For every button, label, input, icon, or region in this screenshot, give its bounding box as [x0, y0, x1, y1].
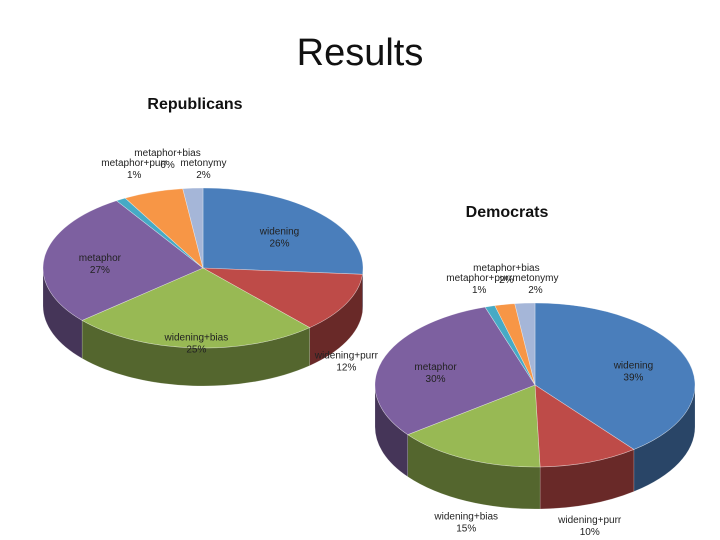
category-label: metaphor	[79, 253, 122, 264]
value-label: 1%	[472, 285, 487, 296]
data-label: widening 26%	[259, 226, 299, 249]
data-label: metaphor 30%	[414, 362, 457, 385]
category-label: widening	[259, 226, 299, 237]
category-label: metaphor+bias	[134, 148, 200, 159]
pie-slice	[534, 302, 696, 450]
data-label: widening+purr 10%	[557, 515, 622, 538]
data-label: metaphor+purr 1%	[446, 273, 513, 296]
data-label: widening 39%	[613, 360, 653, 383]
chart-title: Republicans	[147, 96, 242, 113]
category-label: widening+purr	[314, 350, 379, 361]
category-label: metaphor	[414, 362, 457, 373]
pie-slice	[534, 384, 635, 468]
data-label: widening+purr 12%	[314, 350, 379, 373]
data-label: metaphor+purr 1%	[101, 158, 168, 181]
slide-title: Results	[297, 32, 424, 74]
pie-slice	[514, 302, 536, 386]
category-label: widening+purr	[557, 515, 622, 526]
value-label: 6%	[160, 160, 175, 171]
category-label: metaphor+purr	[446, 273, 513, 284]
value-label: 2%	[196, 170, 211, 181]
data-label: widening+bias 15%	[433, 512, 498, 535]
value-label: 30%	[426, 374, 446, 385]
category-label: widening+bias	[164, 332, 229, 343]
pie-slice	[42, 200, 204, 321]
pie-slice	[182, 187, 204, 269]
value-label: 25%	[186, 344, 206, 355]
category-label: widening	[613, 360, 653, 371]
pie-slice	[81, 267, 311, 349]
value-label: 2%	[499, 275, 514, 286]
data-label: metaphor+bias 2%	[473, 263, 539, 286]
pie-slice	[202, 187, 364, 275]
value-label: 12%	[336, 362, 356, 373]
category-label: metonymy	[180, 158, 226, 169]
data-label: metonymy 2%	[180, 158, 226, 181]
value-label: 2%	[528, 285, 543, 296]
data-label: metaphor+bias 6%	[134, 148, 200, 171]
category-label: widening+bias	[433, 512, 498, 523]
value-label: 10%	[580, 527, 600, 538]
pie-slice	[374, 306, 536, 435]
chart-title: Democrats	[466, 204, 549, 221]
value-label: 26%	[270, 238, 290, 249]
category-label: metonymy	[512, 273, 558, 284]
category-label: metaphor+purr	[101, 158, 168, 169]
data-label: metaphor 27%	[79, 253, 122, 276]
pie-slice	[407, 384, 541, 468]
pie-slice	[202, 267, 363, 328]
value-label: 39%	[623, 372, 643, 383]
category-label: metaphor+bias	[473, 263, 539, 274]
value-label: 27%	[90, 265, 110, 276]
data-label: metonymy 2%	[512, 273, 558, 296]
data-label: widening+bias 25%	[164, 332, 229, 355]
value-label: 1%	[127, 170, 142, 181]
value-label: 15%	[456, 524, 476, 535]
